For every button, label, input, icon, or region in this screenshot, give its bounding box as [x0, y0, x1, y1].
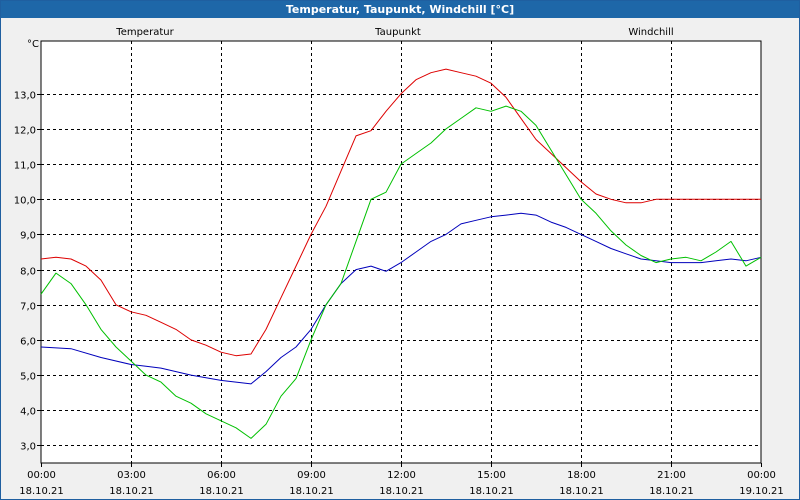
x-tick-time: 18:00	[567, 470, 596, 481]
x-tick-time: 00:00	[747, 470, 776, 481]
y-tick-label: 5,0	[20, 372, 36, 383]
y-tick-label: 6,0	[20, 337, 36, 348]
x-tick-date: 18.10.21	[649, 486, 694, 497]
x-tick-time: 21:00	[657, 470, 686, 481]
y-tick-label: 4,0	[20, 407, 36, 418]
x-tick-date: 19.10.21	[739, 486, 784, 497]
y-tick-label: 9,0	[20, 231, 36, 242]
x-tick-date: 18.10.21	[289, 486, 334, 497]
y-axis-unit: °C	[27, 39, 39, 50]
y-tick-label: 10,0	[14, 196, 36, 207]
x-tick-date: 18.10.21	[559, 486, 604, 497]
y-tick-label: 12,0	[14, 126, 36, 137]
legend-item-temperatur: Temperatur	[115, 27, 174, 38]
x-tick-date: 18.10.21	[199, 486, 244, 497]
window-title: Temperatur, Taupunkt, Windchill [°C]	[1, 1, 799, 18]
x-tick-time: 06:00	[207, 470, 236, 481]
legend-item-windchill: Windchill	[628, 27, 673, 38]
x-tick-time: 15:00	[477, 470, 506, 481]
y-tick-label: 3,0	[20, 442, 36, 453]
series-line-taupunkt	[40, 212, 762, 385]
x-tick-date: 18.10.21	[469, 486, 514, 497]
x-tick-time: 09:00	[297, 470, 326, 481]
x-tick-time: 12:00	[387, 470, 416, 481]
y-tick-label: 13,0	[14, 91, 36, 102]
x-tick-time: 03:00	[117, 470, 146, 481]
x-tick-date: 18.10.21	[109, 486, 154, 497]
series-line-temperatur	[40, 68, 761, 357]
x-tick-date: 18.10.21	[379, 486, 424, 497]
series-line-windchill	[40, 105, 762, 439]
y-tick-label: 11,0	[14, 161, 36, 172]
x-tick-date: 18.10.21	[19, 486, 64, 497]
x-tick-time: 00:00	[27, 470, 56, 481]
y-tick-label: 8,0	[20, 267, 36, 278]
legend-item-taupunkt: Taupunkt	[374, 27, 421, 38]
y-tick-label: 7,0	[20, 302, 36, 313]
